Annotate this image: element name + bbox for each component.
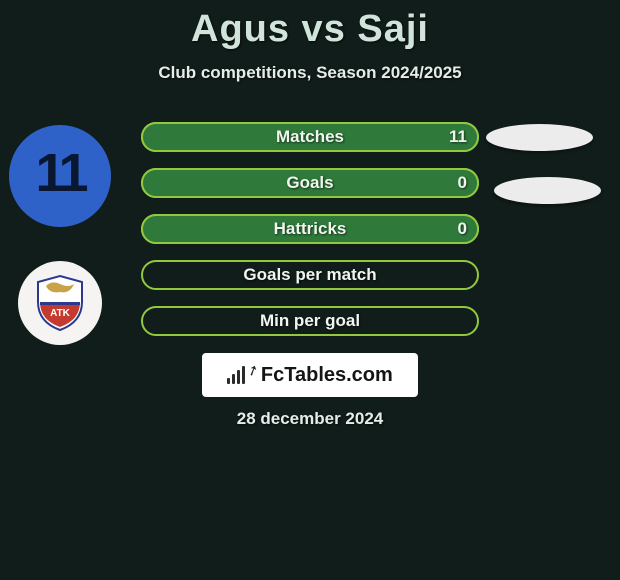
stat-row-gpm: Goals per match bbox=[141, 260, 479, 290]
club-badge: ATK bbox=[18, 261, 102, 345]
stat-label: Hattricks bbox=[141, 214, 479, 244]
stat-label: Goals per match bbox=[141, 260, 479, 290]
arrow-icon: ➚ bbox=[244, 360, 262, 380]
stat-row-hattricks: Hattricks 0 bbox=[141, 214, 479, 244]
stats-rows: Matches 11 Goals 0 Hattricks 0 Goals per… bbox=[141, 122, 479, 352]
source-watermark: ➚ FcTables.com bbox=[202, 353, 418, 397]
barchart-icon bbox=[227, 366, 245, 384]
stat-row-goals: Goals 0 bbox=[141, 168, 479, 198]
stat-label: Matches bbox=[141, 122, 479, 152]
stat-label: Min per goal bbox=[141, 306, 479, 336]
stat-row-matches: Matches 11 bbox=[141, 122, 479, 152]
stat-value: 0 bbox=[458, 168, 467, 198]
stat-value: 11 bbox=[449, 122, 467, 152]
stat-label: Goals bbox=[141, 168, 479, 198]
player-avatar: 11 bbox=[9, 125, 111, 227]
fctables-logo: ➚ FcTables.com bbox=[227, 362, 393, 389]
shield-icon: ATK bbox=[34, 274, 86, 332]
stats-card: Agus vs Saji Club competitions, Season 2… bbox=[0, 0, 620, 580]
opponent-pill bbox=[494, 177, 601, 204]
svg-text:ATK: ATK bbox=[50, 308, 71, 319]
stat-value: 0 bbox=[458, 214, 467, 244]
jersey-number: 11 bbox=[35, 142, 84, 204]
watermark-text: FcTables.com bbox=[261, 364, 393, 387]
stat-row-mpg: Min per goal bbox=[141, 306, 479, 336]
page-subtitle: Club competitions, Season 2024/2025 bbox=[0, 63, 620, 83]
opponent-pill bbox=[486, 124, 593, 151]
date-label: 28 december 2024 bbox=[0, 409, 620, 429]
page-title: Agus vs Saji bbox=[0, 0, 620, 51]
